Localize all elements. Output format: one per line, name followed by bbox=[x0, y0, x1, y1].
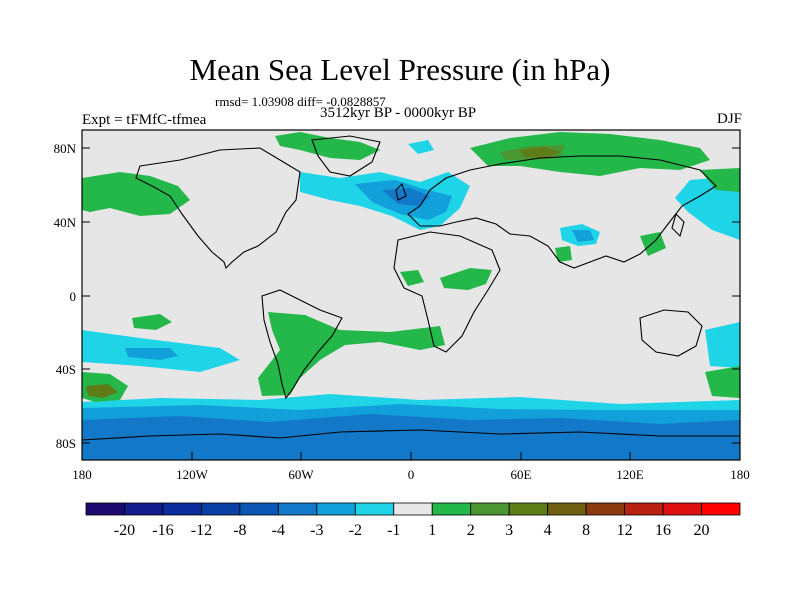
field-plus1-africa-a bbox=[400, 270, 424, 286]
field-plus1-pacific-central bbox=[132, 314, 172, 330]
colorbar-swatch bbox=[547, 502, 587, 516]
field-plus1-epacific bbox=[700, 168, 740, 192]
lat-label: 0 bbox=[70, 289, 77, 304]
field-plus1-africa-b bbox=[440, 268, 492, 290]
colorbar-swatch bbox=[85, 502, 125, 516]
coastline-antarctica bbox=[82, 429, 740, 441]
field-plus3-spacific-west bbox=[86, 384, 118, 398]
coastline-eurasia bbox=[407, 155, 717, 269]
colorbar-label: -4 bbox=[272, 522, 285, 539]
colorbar-swatch bbox=[662, 502, 702, 516]
colorbar-label: 4 bbox=[544, 522, 552, 539]
colorbar-swatch bbox=[162, 502, 202, 516]
colorbar-swatch bbox=[239, 502, 279, 516]
coastline-greenland bbox=[311, 135, 381, 177]
lat-label: 40S bbox=[56, 362, 76, 377]
colorbar-swatch bbox=[701, 502, 741, 516]
lon-label: 180 bbox=[72, 467, 92, 482]
colorbar-swatch bbox=[470, 502, 510, 516]
lon-label: 0 bbox=[408, 467, 415, 482]
field-plus1-npacific bbox=[82, 172, 190, 216]
field-minus3-natlantic bbox=[382, 188, 430, 206]
field-plus1-india bbox=[555, 246, 572, 262]
lat-label: 80S bbox=[56, 436, 76, 451]
colorbar-swatch bbox=[624, 502, 664, 516]
lon-label: 180 bbox=[730, 467, 750, 482]
field-plus1-arctic bbox=[275, 132, 380, 160]
colorbar-label: 3 bbox=[505, 522, 513, 539]
stats-line: rmsd= 1.03908 diff= -0.0828857 bbox=[215, 94, 386, 109]
colorbar-swatch bbox=[354, 502, 395, 516]
field-minus1-sindian bbox=[705, 322, 740, 368]
coastline-uk bbox=[395, 182, 407, 201]
lon-label: 120W bbox=[176, 467, 209, 482]
colorbar-swatch bbox=[508, 502, 549, 516]
colorbar-label: 16 bbox=[655, 522, 671, 539]
coastline-north-america bbox=[135, 147, 301, 270]
lat-label: 40N bbox=[54, 215, 77, 230]
field-minus1-epacific bbox=[675, 176, 740, 240]
colorbar-label: -12 bbox=[191, 522, 212, 539]
season-label: DJF bbox=[716, 111, 742, 127]
field-plus1-siberia bbox=[470, 132, 710, 176]
experiment-label: Expt = tFMfC-tfmea bbox=[82, 112, 207, 128]
colorbar-label: 20 bbox=[694, 522, 710, 539]
colorbar-label: 12 bbox=[617, 522, 633, 539]
field-minus3-south bbox=[82, 414, 740, 460]
colorbar-swatch bbox=[316, 502, 356, 516]
field-plus1-easia bbox=[640, 232, 666, 256]
field-plus1-south-america bbox=[258, 312, 445, 396]
colorbar-label: 2 bbox=[467, 522, 475, 539]
colorbar-labels: -20 -16 -12 -8 -4 -3 -2 -1 1 2 3 4 8 12 16 20 bbox=[114, 522, 710, 539]
lat-axis bbox=[82, 147, 740, 444]
colorbar-label: 8 bbox=[582, 522, 590, 539]
colorbar-swatch bbox=[393, 502, 433, 516]
lon-label: 120E bbox=[616, 467, 644, 482]
colorbar-label: -1 bbox=[387, 522, 400, 539]
colorbar-label: -8 bbox=[233, 522, 246, 539]
field-plus3-siberia bbox=[520, 147, 560, 158]
coastline-australia bbox=[639, 309, 703, 357]
pressure-anomaly-fields bbox=[82, 132, 740, 460]
map-title: Mean Sea Level Pressure (in hPa) bbox=[189, 52, 611, 87]
coastline-south-america bbox=[261, 289, 343, 400]
colorbar-label: 1 bbox=[428, 522, 436, 539]
colorbar-label: -20 bbox=[114, 522, 135, 539]
colorbar-label: -16 bbox=[152, 522, 173, 539]
coastlines bbox=[82, 135, 740, 441]
field-plus1-east bbox=[705, 366, 740, 398]
colorbar-swatch bbox=[124, 502, 164, 516]
period-label: 3512kyr BP - 0000kyr BP bbox=[320, 105, 477, 121]
coastline-africa bbox=[393, 231, 501, 353]
colorbar-swatch bbox=[585, 502, 625, 516]
field-minus2-asia bbox=[572, 230, 594, 242]
lon-label: 60E bbox=[511, 467, 532, 482]
lon-axis bbox=[81, 452, 741, 460]
lon-label: 60W bbox=[288, 467, 314, 482]
coastline-japan bbox=[671, 212, 685, 238]
colorbar-label: -2 bbox=[349, 522, 362, 539]
lat-label: 80N bbox=[54, 141, 77, 156]
field-minus2-spacific bbox=[125, 348, 178, 360]
field-minus1-arctic bbox=[408, 140, 434, 154]
colorbar-label: -3 bbox=[310, 522, 323, 539]
colorbar bbox=[85, 502, 741, 516]
colorbar-swatch bbox=[201, 502, 241, 516]
colorbar-swatch bbox=[431, 502, 472, 516]
colorbar-swatch bbox=[277, 502, 318, 516]
